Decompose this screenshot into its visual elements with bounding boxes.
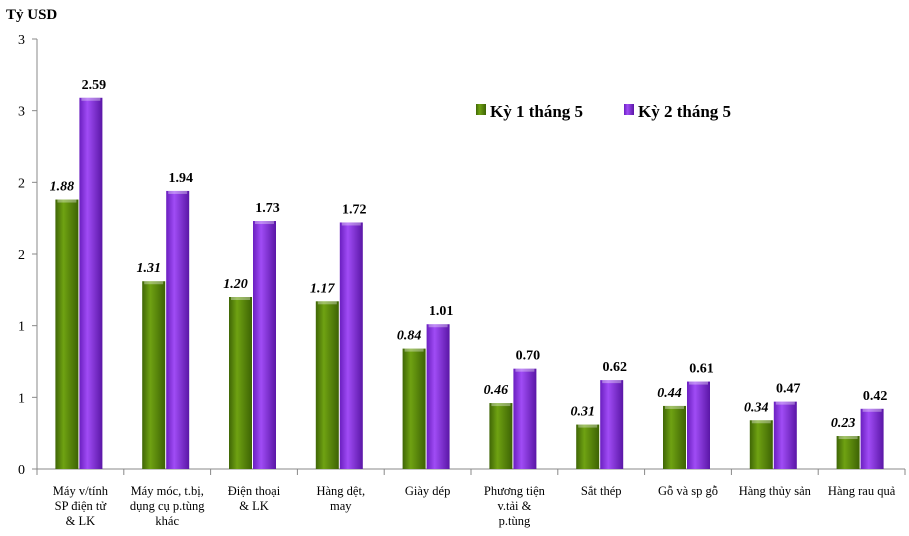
bar-ky2 bbox=[513, 368, 537, 469]
bar-bevel bbox=[81, 97, 101, 101]
bar-ky2 bbox=[687, 381, 710, 469]
data-label: 0.46 bbox=[484, 383, 509, 398]
y-tick-label: 2 bbox=[18, 176, 25, 191]
data-label: 0.70 bbox=[516, 349, 541, 364]
data-label: 1.72 bbox=[342, 202, 367, 217]
y-tick-label: 2 bbox=[18, 248, 25, 263]
y-tick-label: 3 bbox=[18, 105, 25, 120]
bar-bevel bbox=[168, 190, 188, 194]
data-label: 2.59 bbox=[82, 78, 107, 93]
category-label: Giày dép bbox=[405, 484, 450, 498]
y-tick-label: 1 bbox=[18, 320, 25, 335]
category-label: Sắt thép bbox=[581, 484, 622, 498]
bar-bevel bbox=[689, 381, 708, 385]
bar-ky1 bbox=[315, 301, 339, 469]
bar-bevel bbox=[862, 408, 882, 412]
bar-ky1 bbox=[142, 281, 166, 469]
category-label: Hàng thủy sản bbox=[739, 484, 812, 498]
bar-bevel bbox=[428, 324, 448, 328]
category-label: Máy v/tính SP điện tử & LK bbox=[53, 484, 109, 528]
data-label: 0.61 bbox=[689, 362, 714, 377]
bar-bevel bbox=[602, 380, 622, 384]
data-label: 1.94 bbox=[168, 171, 193, 186]
bar-bevel bbox=[317, 301, 337, 305]
data-label: 1.88 bbox=[50, 180, 75, 195]
bar-bevel bbox=[144, 281, 164, 285]
data-label: 0.84 bbox=[397, 329, 422, 344]
bar-ky2 bbox=[339, 222, 363, 469]
legend-label: Kỳ 2 tháng 5 bbox=[638, 102, 731, 121]
y-tick-label: 0 bbox=[18, 463, 25, 478]
bar-bevel bbox=[665, 405, 684, 409]
data-label: 0.23 bbox=[831, 416, 856, 431]
category-label: Hàng dệt, may bbox=[316, 484, 365, 513]
bar-ky2 bbox=[426, 324, 450, 469]
bar-ky2 bbox=[860, 408, 884, 469]
legend-label: Kỳ 1 tháng 5 bbox=[490, 102, 583, 121]
data-label: 1.20 bbox=[223, 277, 248, 292]
bar-ky1 bbox=[836, 436, 860, 469]
data-label: 0.34 bbox=[744, 400, 769, 415]
bar-bevel bbox=[515, 368, 535, 372]
bar-bevel bbox=[231, 297, 250, 300]
bar-bevel bbox=[57, 199, 77, 203]
y-axis-label: Tỷ USD bbox=[6, 7, 57, 23]
bar-ky1 bbox=[229, 297, 252, 469]
bar-ky2 bbox=[773, 401, 797, 469]
bar-bevel bbox=[578, 424, 598, 428]
bar-ky2 bbox=[600, 380, 624, 469]
bar-bevel bbox=[751, 420, 771, 424]
bar-bevel bbox=[491, 403, 511, 407]
data-label: 0.42 bbox=[863, 389, 888, 404]
category-label: Hàng rau quả bbox=[828, 484, 896, 498]
legend-swatch bbox=[624, 104, 634, 115]
category-label: Điện thoại & LK bbox=[228, 484, 281, 513]
legend-swatch bbox=[476, 104, 486, 115]
bar-ky2 bbox=[79, 97, 103, 470]
bar-bevel bbox=[255, 221, 274, 225]
category-label: Phương tiện v.tải & p.tùng bbox=[484, 484, 546, 528]
bar-ky2 bbox=[166, 190, 190, 469]
category-label: Máy móc, t.bị, dụng cụ p.tùng khác bbox=[130, 484, 205, 528]
bar-ky2 bbox=[253, 221, 276, 469]
bar-ky1 bbox=[489, 403, 513, 469]
bar-bevel bbox=[341, 222, 361, 226]
bar-ky1 bbox=[402, 348, 426, 469]
bar-bevel bbox=[775, 401, 795, 405]
y-tick-label: 3 bbox=[18, 33, 25, 48]
bar-ky1 bbox=[663, 405, 686, 469]
bar-ky1 bbox=[576, 424, 600, 469]
data-label: 1.31 bbox=[136, 261, 161, 276]
category-label: Gỗ và sp gỗ bbox=[658, 484, 718, 498]
y-tick-label: 1 bbox=[18, 391, 25, 406]
bar-bevel bbox=[838, 436, 858, 440]
data-label: 1.17 bbox=[310, 281, 336, 296]
data-label: 1.01 bbox=[429, 304, 454, 319]
bar-ky1 bbox=[749, 420, 773, 469]
data-label: 0.62 bbox=[602, 360, 627, 375]
data-label: 0.31 bbox=[570, 405, 595, 420]
data-label: 0.44 bbox=[657, 386, 682, 401]
data-label: 0.47 bbox=[776, 382, 801, 397]
data-label: 1.73 bbox=[255, 201, 280, 216]
bar-bevel bbox=[404, 348, 424, 352]
bar-ky1 bbox=[55, 199, 79, 470]
